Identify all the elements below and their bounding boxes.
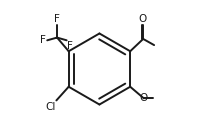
Text: O: O [138, 14, 146, 24]
Text: O: O [140, 93, 148, 103]
Text: F: F [54, 14, 60, 24]
Text: Cl: Cl [45, 102, 56, 112]
Text: F: F [40, 35, 46, 45]
Text: F: F [67, 41, 73, 51]
